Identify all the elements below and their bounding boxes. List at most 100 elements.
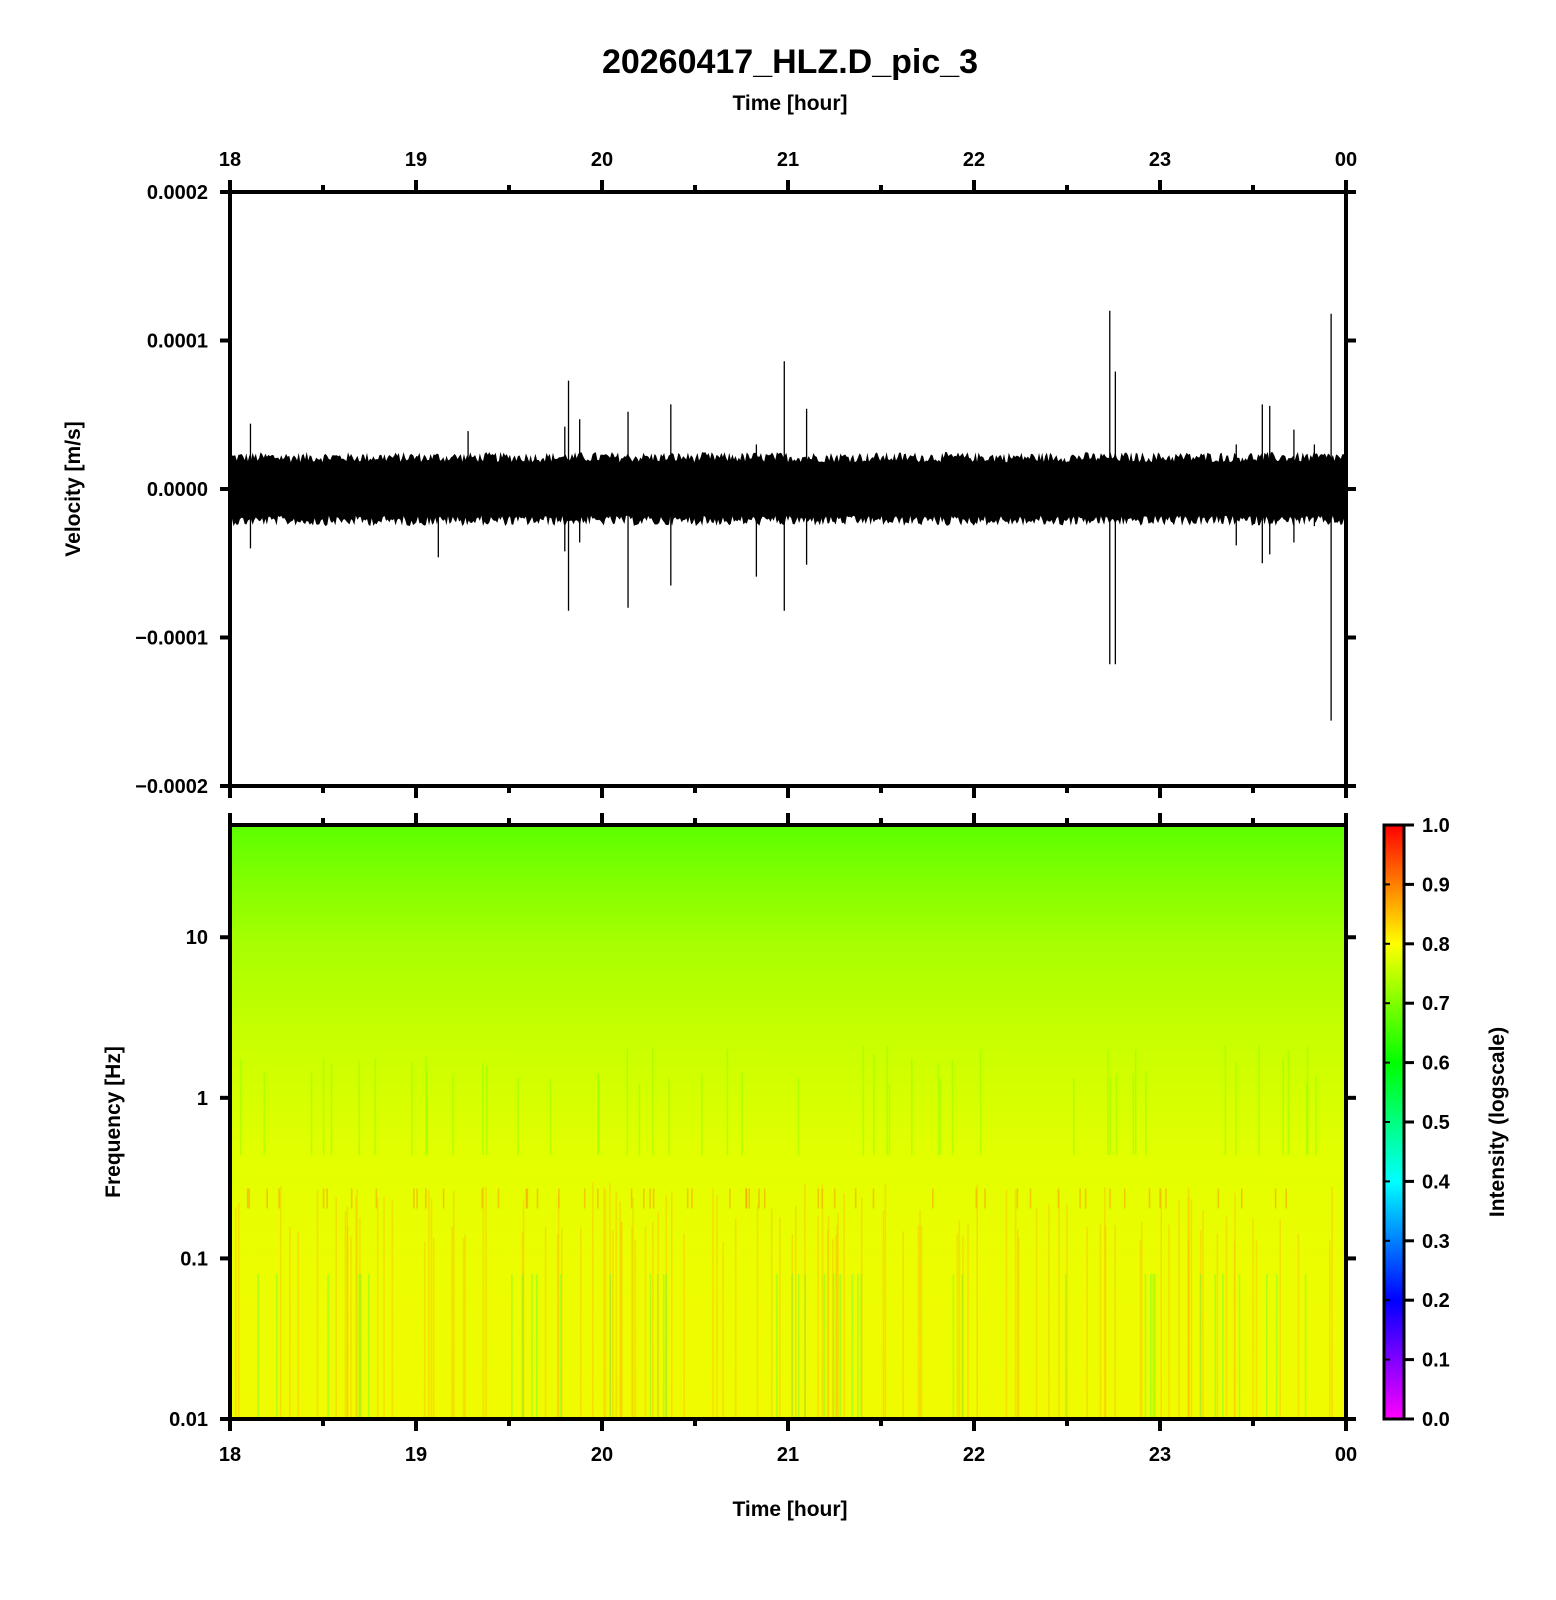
spectrogram-stripe [833, 1188, 836, 1209]
spectrogram-stripe [652, 1188, 655, 1209]
spectrogram-stripe [951, 1059, 954, 1156]
colorbar-tick-label: 0.7 [1422, 993, 1450, 1015]
waveform-panel: 18 19 20 21 22 23 00 0.0002 0.0001 0.0000 −0.0001 −… [62, 149, 1357, 798]
spectrogram-stripe [276, 1274, 278, 1417]
spectrogram-stripe [857, 1274, 859, 1417]
spectrogram-stripe [558, 1188, 560, 1209]
frequency-tick-label: 10 [186, 927, 208, 949]
spectrogram-stripe [1115, 1073, 1118, 1156]
spectrogram-stripe [536, 1188, 539, 1209]
spectrogram-stripe [1266, 1274, 1268, 1417]
spectrogram-stripe [1145, 1071, 1147, 1156]
spectrogram-stripe [1187, 1197, 1190, 1417]
spectrogram-stripe [1214, 1274, 1217, 1417]
top-x-tick-label: 21 [777, 149, 799, 171]
spectrogram-stripe [583, 1188, 586, 1209]
spectrogram-stripe [837, 1213, 839, 1417]
spectrogram-stripe [1225, 1216, 1228, 1417]
colorbar-tick-label: 0.0 [1422, 1409, 1450, 1431]
spectrogram-stripe [266, 1188, 268, 1209]
spectrogram-stripe [911, 1058, 913, 1156]
spectrogram-stripe [535, 1274, 538, 1417]
spectrogram-stripe [1017, 1238, 1020, 1417]
spectrogram-stripe [1252, 1218, 1254, 1417]
spectrogram-stripe [453, 1190, 455, 1417]
spectrogram-stripe [836, 1225, 838, 1417]
spectrogram-stripe [374, 1058, 376, 1156]
spectrogram-stripe [882, 1210, 885, 1417]
spectrogram-stripe [355, 1196, 357, 1417]
spectrogram-stripe [1029, 1188, 1032, 1209]
spectrogram-stripe [335, 1197, 337, 1417]
velocity-tick-label: −0.0002 [135, 776, 208, 798]
spectrogram-stripe [734, 1218, 737, 1417]
spectrogram-stripe [631, 1226, 633, 1417]
spectrogram-stripe [1274, 1188, 1277, 1209]
spectrogram-stripe [561, 1228, 563, 1417]
spectrogram-stripe [1084, 1188, 1087, 1209]
spectrogram-stripe [791, 1234, 794, 1417]
bottom-x-tick-label: 18 [219, 1444, 241, 1466]
spectrogram-stripe [919, 1209, 921, 1417]
spectrogram-stripe [651, 1047, 654, 1156]
spectrogram-ticks: 18 19 20 21 22 23 00 10 1 0.1 0.01 [169, 813, 1357, 1466]
spectrogram-stripe [1104, 1225, 1107, 1417]
spectrogram-stripe [1086, 1227, 1088, 1417]
bottom-x-tick-label: 23 [1149, 1444, 1171, 1466]
spectrogram-stripe [246, 1188, 249, 1209]
spectrogram-stripe [526, 1188, 529, 1209]
spectrogram-stripe [592, 1182, 594, 1417]
bottom-x-tick-label: 22 [963, 1444, 985, 1466]
spectrogram-stripe [961, 1274, 963, 1417]
spectrogram-stripe [823, 1274, 826, 1417]
spectrogram-stripe [430, 1199, 433, 1417]
spectrogram-stripe [609, 1182, 611, 1417]
spectrogram-stripe [557, 1194, 560, 1417]
spectrogram-stripe [375, 1188, 378, 1209]
spectrogram-stripe [1123, 1188, 1126, 1209]
spectrogram-stripe [671, 1191, 673, 1417]
bottom-x-tick-label: 20 [591, 1444, 613, 1466]
spectrogram-stripe [1114, 1225, 1116, 1417]
spectrogram-stripe [263, 1071, 266, 1156]
spectrogram-stripe [426, 1070, 428, 1156]
colorbar-tick-label: 0.6 [1422, 1053, 1450, 1075]
spectrogram-stripe [630, 1188, 633, 1209]
colorbar-tick-label: 0.5 [1422, 1112, 1450, 1134]
spectrogram-stripe [827, 1229, 829, 1417]
spectrogram-stripe [722, 1241, 724, 1417]
spectrogram-heatmap [230, 825, 1346, 1419]
spectrogram-stripe [668, 1078, 670, 1156]
spectrogram-stripe [432, 1238, 435, 1417]
spectrogram-stripe [1160, 1188, 1162, 1417]
spectrogram-stripe [851, 1274, 854, 1417]
spectrogram-stripe [976, 1184, 978, 1417]
spectrogram-stripe [902, 1231, 904, 1417]
spectrogram-stripe [817, 1215, 819, 1417]
spectrogram-stripe [1304, 1274, 1307, 1417]
spectrogram-stripe [1279, 1219, 1281, 1417]
spectrogram-stripe [612, 1230, 614, 1417]
spectrogram-stripe [1016, 1188, 1019, 1209]
colorbar: 1.0 0.9 0.8 0.7 0.6 0.5 0.4 0.3 0.2 0.1 0.0 Intens… [1382, 815, 1509, 1431]
spectrogram-stripe [821, 1184, 824, 1417]
spectrogram-stripe [464, 1234, 466, 1417]
spectrogram-stripe [652, 1222, 654, 1417]
spectrogram-stripe [827, 1215, 830, 1417]
spectrogram-stripe [383, 1196, 385, 1417]
spectrogram-stripe [413, 1188, 415, 1209]
spectrogram-stripe [748, 1188, 751, 1209]
spectrogram-stripe [835, 1235, 837, 1417]
spectrogram-stripe [817, 1188, 820, 1209]
spectrogram-stripe [359, 1217, 361, 1417]
spectrogram-stripe [322, 1058, 325, 1156]
spectrogram-stripe [1134, 1049, 1137, 1156]
spectrogram-stripe [1190, 1199, 1193, 1417]
colorbar-tick-label: 1.0 [1422, 815, 1450, 837]
spectrogram-stripe [1199, 1274, 1202, 1417]
spectrogram-stripe [1066, 1203, 1068, 1417]
bottom-x-axis-label: Time [hour] [732, 1498, 847, 1521]
spectrogram-stripe [1104, 1186, 1106, 1417]
spectrogram-stripe [649, 1274, 652, 1417]
